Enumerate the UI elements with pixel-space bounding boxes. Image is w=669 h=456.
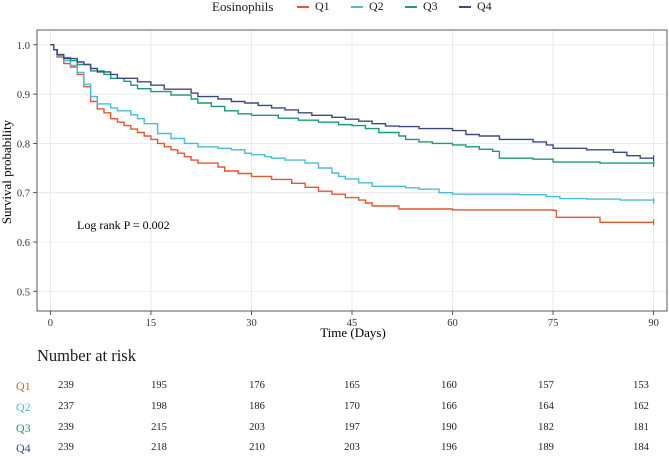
risk-cell: 181	[633, 422, 649, 433]
survival-curve-q4	[50, 44, 654, 159]
risk-cell: 190	[441, 422, 457, 433]
x-axis-label: Time (Days)	[320, 325, 386, 340]
x-tick-label-0: 0	[48, 318, 53, 329]
risk-cell: 160	[441, 380, 457, 391]
legend-swatch-q1	[297, 5, 309, 8]
legend-item-q3: Q3	[405, 0, 438, 14]
x-tick-label-6: 90	[648, 318, 659, 329]
y-tick-label-4: 0.9	[17, 90, 30, 101]
legend-item-q2: Q2	[351, 0, 384, 14]
log-rank-annotation: Log rank P = 0.002	[77, 218, 170, 232]
y-tick-label-1: 0.6	[17, 238, 30, 249]
risk-cell: 239	[58, 380, 74, 391]
risk-cell: 189	[538, 442, 554, 453]
legend-label-q4: Q4	[477, 0, 492, 13]
x-tick-label-3: 45	[347, 318, 358, 329]
legend-title: Eosinophils	[212, 0, 274, 14]
risk-cell: 164	[538, 401, 554, 412]
x-tick-label-1: 15	[146, 318, 157, 329]
x-tick-label-2: 30	[246, 318, 257, 329]
x-tick-label-4: 60	[447, 318, 458, 329]
km-plot: 0.5 0.6 0.7 0.8 0.9 1.0 0 15 30 45 60 75 90 Log rank…	[0, 29, 668, 340]
risk-row-label-q3: Q3	[16, 421, 31, 435]
survival-curves	[50, 44, 655, 226]
risk-cell: 237	[58, 401, 74, 412]
risk-cell: 215	[151, 422, 167, 433]
risk-cell: 166	[441, 401, 457, 412]
legend: Eosinophils Q1 Q2 Q3 Q4	[0, 0, 669, 16]
plot-axes: 0.5 0.6 0.7 0.8 0.9 1.0 0 15 30 45 60 75 90	[17, 29, 668, 329]
risk-cell: 195	[151, 380, 167, 391]
risk-cell: 196	[441, 442, 457, 453]
risk-cell: 210	[249, 442, 265, 453]
survival-curve-q1	[50, 44, 654, 223]
risk-cell: 186	[249, 401, 265, 412]
legend-item-q1: Q1	[297, 0, 330, 14]
legend-swatch-q2	[351, 5, 363, 8]
risk-cell: 203	[344, 442, 360, 453]
y-tick-label-3: 0.8	[17, 139, 30, 150]
risk-cell: 197	[344, 422, 360, 433]
risk-cell: 182	[538, 422, 554, 433]
y-axis-label: Survival probability	[0, 119, 14, 224]
survival-curve-q2	[50, 44, 655, 202]
plot-grid	[37, 30, 667, 311]
legend-swatch-q3	[405, 5, 417, 8]
legend-swatch-q4	[459, 5, 471, 8]
y-tick-label-0: 0.5	[17, 287, 30, 298]
risk-cell: 170	[344, 401, 360, 412]
legend-label-q1: Q1	[315, 0, 330, 13]
risk-cell: 153	[633, 380, 649, 391]
survival-curve-q3	[50, 44, 655, 165]
legend-item-q4: Q4	[459, 0, 492, 14]
risk-table-title: Number at risk	[37, 346, 136, 365]
risk-cell: 157	[538, 380, 554, 391]
risk-row-label-q2: Q2	[16, 400, 31, 414]
risk-cell: 239	[58, 442, 74, 453]
risk-cell: 203	[249, 422, 265, 433]
y-tick-label-5: 1.0	[17, 41, 30, 52]
risk-cell: 198	[151, 401, 167, 412]
risk-cell: 239	[58, 422, 74, 433]
risk-row-label-q4: Q4	[16, 441, 31, 455]
risk-cell: 165	[344, 380, 360, 391]
x-tick-label-5: 75	[548, 318, 559, 329]
risk-cell: 218	[151, 442, 167, 453]
risk-cell: 176	[249, 380, 265, 391]
risk-row-label-q1: Q1	[16, 379, 31, 393]
legend-label-q3: Q3	[423, 0, 438, 13]
risk-cell: 162	[633, 401, 649, 412]
risk-cell: 184	[633, 442, 649, 453]
y-tick-label-2: 0.7	[17, 189, 30, 200]
legend-label-q2: Q2	[369, 0, 384, 13]
